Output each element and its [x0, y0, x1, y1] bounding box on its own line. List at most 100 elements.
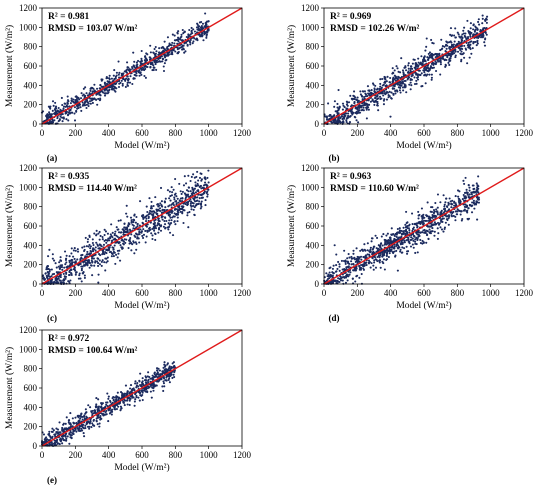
- rmsd-annotation: RMSD = 114.40 W/m²: [48, 184, 137, 194]
- data-point: [80, 267, 83, 270]
- data-point: [423, 69, 426, 72]
- data-point: [57, 277, 60, 280]
- data-point: [207, 181, 210, 184]
- data-point: [425, 67, 428, 70]
- data-point: [136, 63, 139, 66]
- y-tick-label: 400: [24, 240, 38, 250]
- data-point: [169, 195, 172, 198]
- data-point: [135, 242, 138, 245]
- data-point: [80, 109, 83, 112]
- data-point: [439, 201, 442, 204]
- data-point: [200, 21, 203, 24]
- data-point: [122, 72, 125, 75]
- x-tick-label: 600: [135, 450, 149, 460]
- data-point: [88, 427, 91, 430]
- data-point: [440, 219, 443, 222]
- data-point: [430, 210, 433, 214]
- data-point: [152, 384, 155, 387]
- data-point: [90, 99, 93, 102]
- data-point: [407, 64, 410, 67]
- data-point: [443, 203, 446, 206]
- data-point: [118, 82, 121, 85]
- data-point: [355, 247, 358, 250]
- data-point: [367, 259, 371, 262]
- data-point: [200, 200, 203, 203]
- data-point: [152, 51, 155, 54]
- scatter-chart-1: 0 200 400 600 800 1000 12000200400600800100012…: [286, 3, 534, 163]
- data-point: [325, 272, 328, 275]
- data-point: [434, 202, 437, 205]
- data-point: [164, 206, 167, 209]
- data-point: [360, 263, 363, 267]
- data-point: [168, 204, 171, 207]
- data-point: [377, 247, 380, 250]
- data-point: [50, 268, 53, 271]
- data-point: [64, 422, 67, 425]
- data-point: [404, 226, 407, 229]
- data-point: [364, 255, 367, 258]
- data-point: [434, 222, 437, 225]
- data-point: [435, 55, 439, 58]
- data-point: [411, 237, 414, 240]
- data-point: [142, 228, 145, 231]
- data-point: [444, 207, 447, 210]
- data-point: [51, 253, 54, 256]
- data-point: [406, 78, 409, 81]
- data-point: [474, 26, 478, 29]
- data-point: [81, 253, 84, 257]
- data-point: [346, 107, 349, 110]
- data-point: [185, 189, 189, 192]
- data-point: [171, 234, 175, 237]
- data-point: [420, 55, 423, 58]
- data-point: [113, 86, 116, 89]
- data-points: [323, 175, 481, 285]
- data-point: [386, 75, 389, 78]
- data-point: [423, 219, 426, 222]
- data-point: [427, 70, 430, 73]
- one-to-one-line: [41, 329, 243, 447]
- data-point: [69, 102, 72, 105]
- data-point: [341, 121, 344, 124]
- y-tick-label: 1000: [19, 344, 38, 354]
- data-point: [46, 271, 49, 274]
- data-point: [331, 271, 334, 274]
- data-point: [383, 98, 386, 101]
- data-point: [76, 248, 79, 251]
- data-point: [58, 267, 61, 271]
- data-point: [126, 399, 129, 402]
- data-point: [468, 186, 471, 189]
- data-point: [79, 97, 83, 100]
- x-tick-label: 400: [384, 128, 398, 138]
- data-point: [345, 276, 348, 279]
- data-point: [468, 56, 471, 59]
- data-point: [91, 248, 94, 251]
- data-point: [415, 82, 418, 85]
- data-point: [98, 93, 101, 96]
- data-point: [483, 26, 486, 30]
- data-point: [158, 47, 161, 50]
- data-point: [58, 431, 61, 434]
- data-point: [43, 278, 47, 281]
- data-point: [386, 242, 389, 245]
- data-point: [112, 246, 115, 249]
- data-point: [342, 259, 346, 263]
- data-point: [76, 250, 80, 253]
- data-point: [57, 281, 60, 285]
- data-point: [138, 380, 141, 383]
- data-point: [391, 78, 395, 81]
- data-point: [149, 377, 152, 380]
- data-point: [396, 67, 399, 70]
- data-point: [97, 281, 100, 284]
- data-point: [485, 33, 488, 36]
- data-point: [116, 402, 119, 405]
- data-point: [463, 191, 467, 194]
- data-point: [72, 98, 75, 101]
- data-point: [126, 231, 129, 234]
- y-tick-label: 200: [24, 260, 38, 270]
- data-point: [84, 424, 87, 427]
- data-point: [139, 228, 142, 231]
- data-point: [436, 221, 440, 225]
- data-point: [392, 76, 395, 79]
- data-point: [135, 248, 138, 251]
- data-point: [84, 427, 87, 430]
